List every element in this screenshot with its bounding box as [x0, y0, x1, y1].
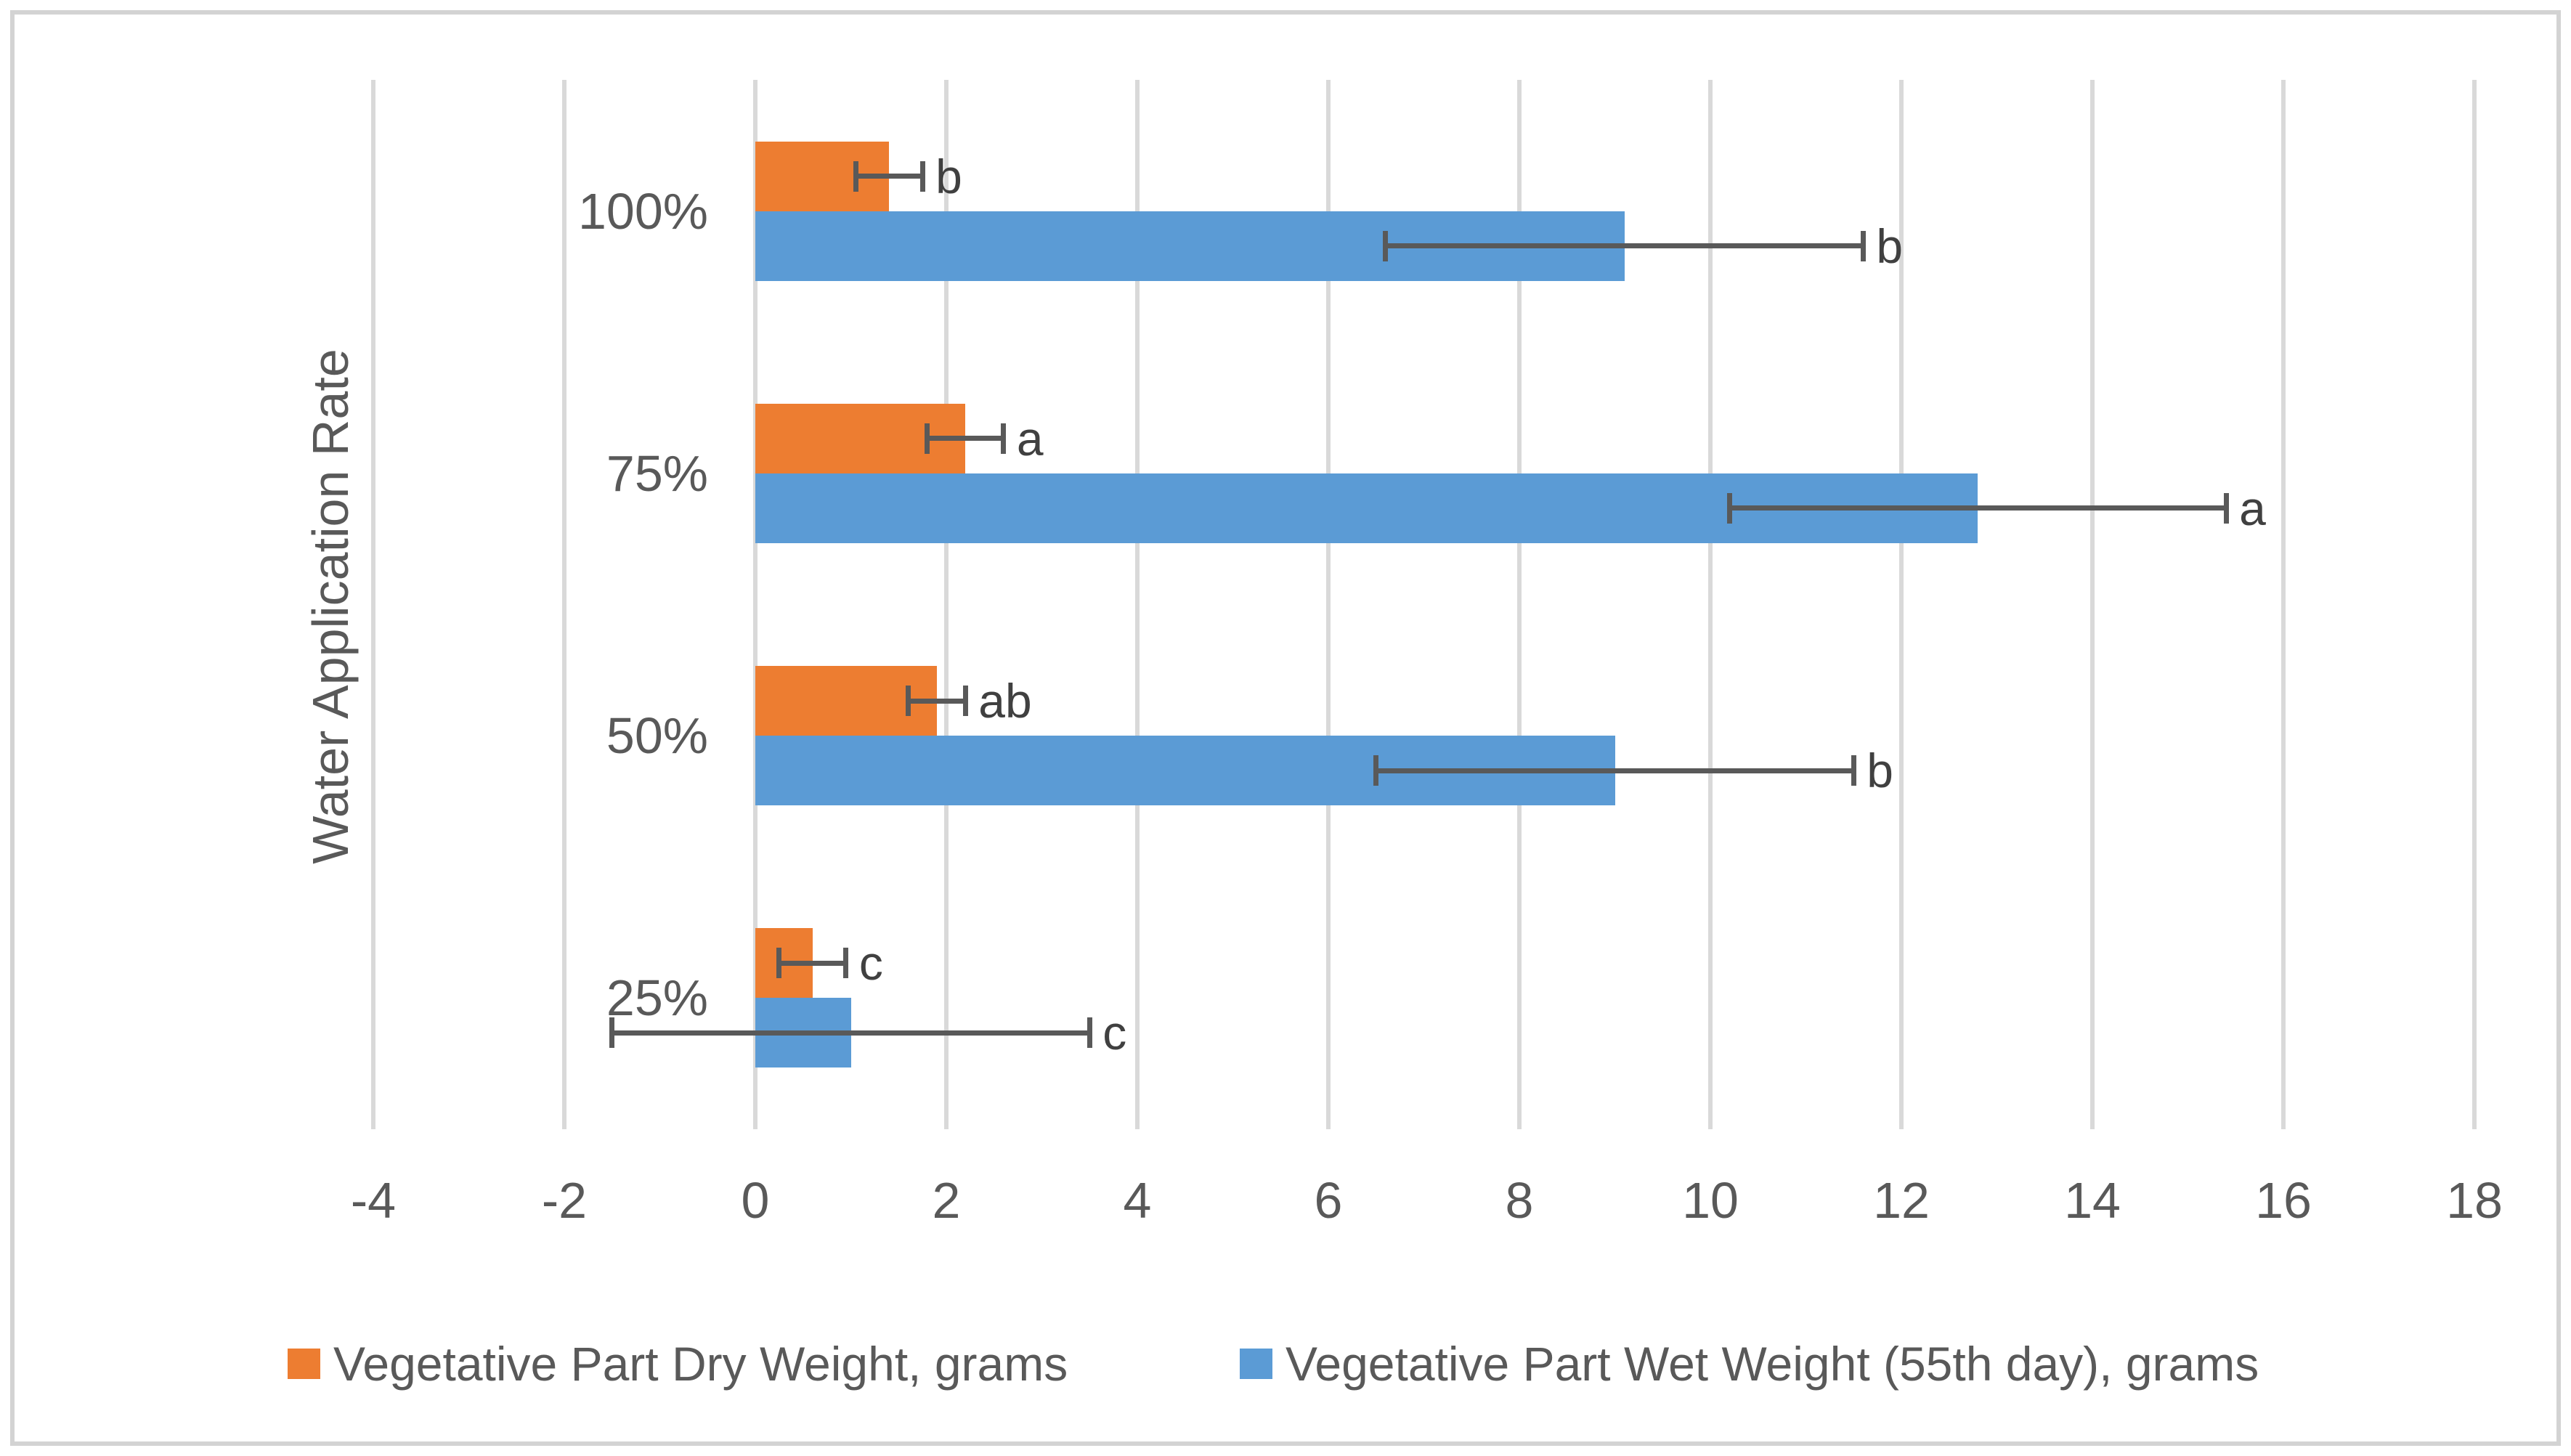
- significance-letter: b: [935, 149, 962, 203]
- gridline-x-0: [753, 80, 758, 1129]
- error-bar-cap-high: [1860, 230, 1866, 261]
- error-bar-cap-high: [1001, 423, 1007, 454]
- error-bar-cap-low: [1726, 492, 1732, 524]
- significance-letter: b: [1867, 744, 1893, 798]
- legend-label-wet-weight: Vegetative Part Wet Weight (55th day), g…: [1286, 1337, 2259, 1391]
- error-bar-cap-low: [1383, 230, 1389, 261]
- x-tick-label-2: 2: [932, 1172, 961, 1229]
- gridline-x-2: [944, 80, 949, 1129]
- error-bar-line: [1376, 768, 1854, 773]
- x-tick-label-6: 6: [1314, 1172, 1343, 1229]
- category-label-25: 25%: [606, 969, 708, 1027]
- significance-letter: a: [1016, 411, 1044, 465]
- x-tick-label-12: 12: [1873, 1172, 1930, 1229]
- significance-letter: b: [1876, 219, 1904, 273]
- error-bar-cap-high: [843, 948, 849, 979]
- legend-item-wet-weight: Vegetative Part Wet Weight (55th day), g…: [1240, 1335, 2259, 1393]
- error-bar-line: [612, 1030, 1090, 1036]
- x-tick-label--2: -2: [541, 1172, 588, 1229]
- significance-letter: c: [858, 936, 883, 991]
- category-label-50: 50%: [606, 707, 708, 765]
- significance-letter: c: [1102, 1006, 1127, 1060]
- x-tick-label--4: -4: [350, 1172, 397, 1229]
- gridline-x-10: [1708, 80, 1713, 1129]
- error-bar-cap-low: [853, 160, 858, 192]
- gridline-x-8: [1517, 80, 1522, 1129]
- error-bar-line: [1729, 505, 2227, 511]
- gridline-x-18: [2472, 80, 2477, 1129]
- error-bar-cap-high: [919, 160, 925, 192]
- error-bar-line: [908, 698, 966, 704]
- x-tick-label-16: 16: [2255, 1172, 2312, 1229]
- error-bar-line: [856, 174, 923, 179]
- x-tick-label-18: 18: [2446, 1172, 2503, 1229]
- category-label-100: 100%: [577, 182, 708, 240]
- error-bar-cap-low: [1373, 755, 1379, 786]
- gridline-x-14: [2090, 80, 2095, 1129]
- x-tick-label-8: 8: [1505, 1172, 1534, 1229]
- error-bar-line: [927, 436, 1004, 442]
- error-bar-cap-low: [609, 1017, 615, 1049]
- error-bar-cap-high: [1851, 755, 1856, 786]
- x-tick-label-14: 14: [2064, 1172, 2121, 1229]
- x-tick-label-4: 4: [1123, 1172, 1152, 1229]
- gridline-x--4: [371, 80, 375, 1129]
- error-bar-cap-high: [962, 686, 968, 717]
- legend-swatch-wet-weight-icon: [1240, 1349, 1272, 1379]
- gridline-x--2: [562, 80, 566, 1129]
- gridline-x-16: [2281, 80, 2286, 1129]
- x-tick-label-10: 10: [1682, 1172, 1739, 1229]
- error-bar-cap-high: [2223, 492, 2229, 524]
- gridline-x-4: [1135, 80, 1140, 1129]
- error-bar-cap-low: [776, 948, 782, 979]
- x-tick-label-0: 0: [741, 1172, 770, 1229]
- legend-label-dry-weight: Vegetative Part Dry Weight, grams: [333, 1337, 1068, 1391]
- error-bar-cap-low: [925, 423, 930, 454]
- category-label-75: 75%: [606, 444, 708, 502]
- significance-letter: a: [2239, 481, 2266, 535]
- legend-swatch-dry-weight-icon: [288, 1349, 320, 1379]
- gridline-x-12: [1899, 80, 1904, 1129]
- error-bar-cap-high: [1087, 1017, 1092, 1049]
- gridline-x-6: [1326, 80, 1331, 1129]
- significance-letter: ab: [978, 674, 1032, 728]
- y-axis-title: Water Application Rate: [302, 349, 359, 864]
- error-bar-line: [779, 960, 846, 966]
- legend-item-dry-weight: Vegetative Part Dry Weight, grams: [288, 1335, 1068, 1393]
- error-bar-line: [1385, 243, 1864, 249]
- error-bar-cap-low: [905, 686, 911, 717]
